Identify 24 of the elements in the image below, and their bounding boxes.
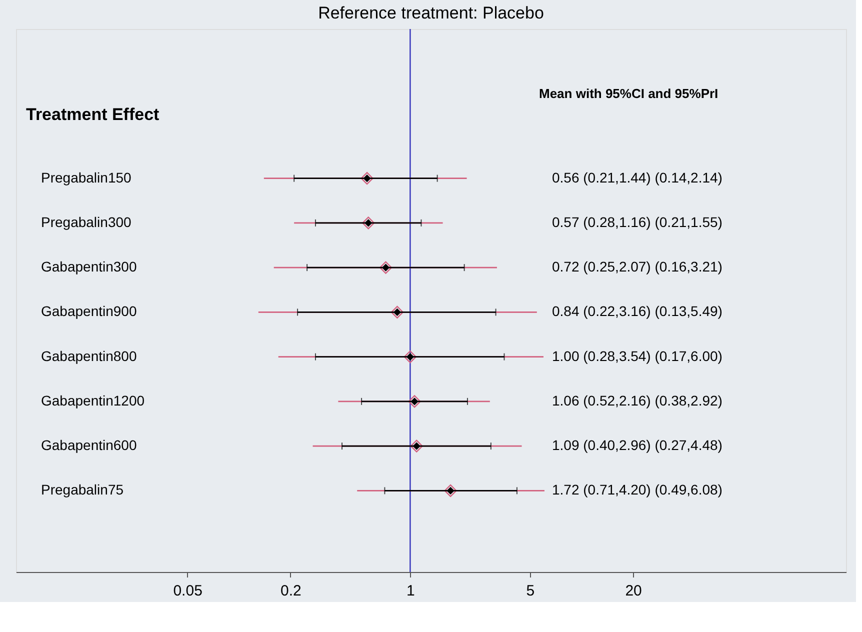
chart-title: Reference treatment: Placebo xyxy=(318,3,544,22)
y-tick-label: Pregabalin300 xyxy=(41,214,132,230)
y-tick-label: Pregabalin75 xyxy=(41,482,124,498)
x-tick-label: 1 xyxy=(406,582,415,600)
annotation: 1.06 (0.52,2.16) (0.38,2.92) xyxy=(552,392,722,408)
x-tick-label: 20 xyxy=(625,582,642,600)
x-tick-label: 0.2 xyxy=(280,582,302,600)
text: Mean with 95%CI and 95%PrI xyxy=(539,86,718,101)
x-tick-label: 5 xyxy=(526,582,535,600)
y-axis-title: Treatment Effect xyxy=(26,105,160,124)
y-tick-label: Gabapentin900 xyxy=(41,303,137,320)
y-tick-label: Pregabalin150 xyxy=(41,169,132,186)
annotation: 0.84 (0.22,3.16) (0.13,5.49) xyxy=(552,303,722,320)
y-tick-label: Gabapentin800 xyxy=(41,348,137,364)
y-tick-label: Gabapentin300 xyxy=(41,258,137,275)
y-tick-label: Gabapentin1200 xyxy=(41,392,145,408)
annotation: 1.00 (0.28,3.54) (0.17,6.00) xyxy=(552,348,722,364)
annotation: 1.09 (0.40,2.96) (0.27,4.48) xyxy=(552,437,722,454)
annotation: 0.72 (0.25,2.07) (0.16,3.21) xyxy=(552,258,722,275)
annotation: 0.57 (0.28,1.16) (0.21,1.55) xyxy=(552,214,722,230)
annotation: 1.72 (0.71,4.20) (0.49,6.08) xyxy=(552,482,722,498)
annotation: 0.56 (0.21,1.44) (0.14,2.14) xyxy=(552,169,722,186)
x-tick-label: 0.05 xyxy=(173,582,202,600)
y-tick-label: Gabapentin600 xyxy=(41,437,137,454)
